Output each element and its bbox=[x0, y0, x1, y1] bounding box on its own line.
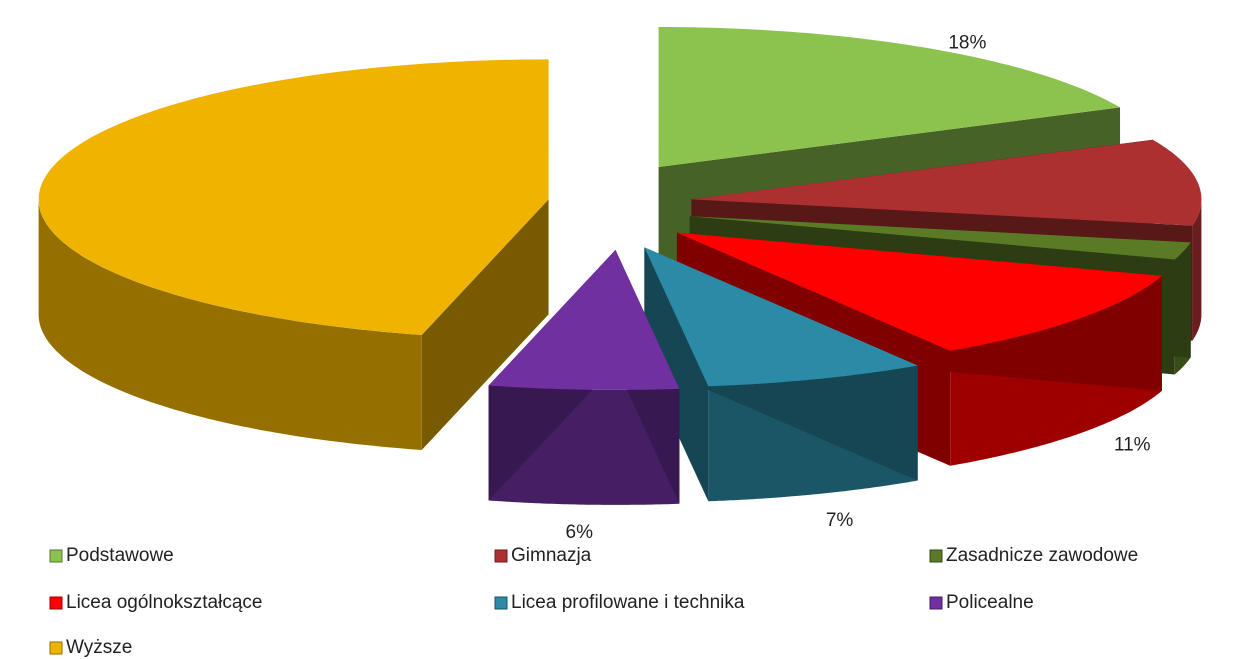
legend-swatch bbox=[929, 549, 943, 563]
legend-swatch bbox=[49, 641, 63, 655]
legend-swatch bbox=[929, 596, 943, 610]
legend-swatch bbox=[49, 549, 63, 563]
slice-wall bbox=[644, 247, 709, 502]
slice bbox=[691, 139, 1202, 226]
slice-side bbox=[1192, 199, 1202, 341]
data-label: 18% bbox=[948, 32, 986, 53]
legend-swatch bbox=[494, 596, 508, 610]
data-label: 7% bbox=[826, 510, 854, 531]
legend-swatch bbox=[494, 549, 508, 563]
slice bbox=[488, 249, 680, 390]
slice bbox=[689, 216, 1191, 260]
data-label: 6% bbox=[566, 522, 594, 543]
slice bbox=[644, 247, 918, 387]
slice bbox=[676, 232, 1162, 351]
data-label: 11% bbox=[1114, 434, 1151, 455]
slice-wall bbox=[421, 199, 549, 450]
slice bbox=[658, 27, 1120, 168]
slice bbox=[38, 59, 549, 336]
legend-label: Zasadnicze zawodowe bbox=[946, 545, 1138, 566]
legend-label: Licea profilowane i technika bbox=[511, 592, 745, 613]
legend-label: Wyższe bbox=[66, 637, 132, 658]
legend-label: Licea ogólnokształcące bbox=[66, 592, 262, 613]
slice-side bbox=[38, 199, 422, 450]
legend-label: Policealne bbox=[946, 592, 1034, 613]
legend-swatch bbox=[49, 596, 63, 610]
legend-label: Podstawowe bbox=[66, 545, 174, 566]
legend-label: Gimnazja bbox=[511, 545, 592, 566]
